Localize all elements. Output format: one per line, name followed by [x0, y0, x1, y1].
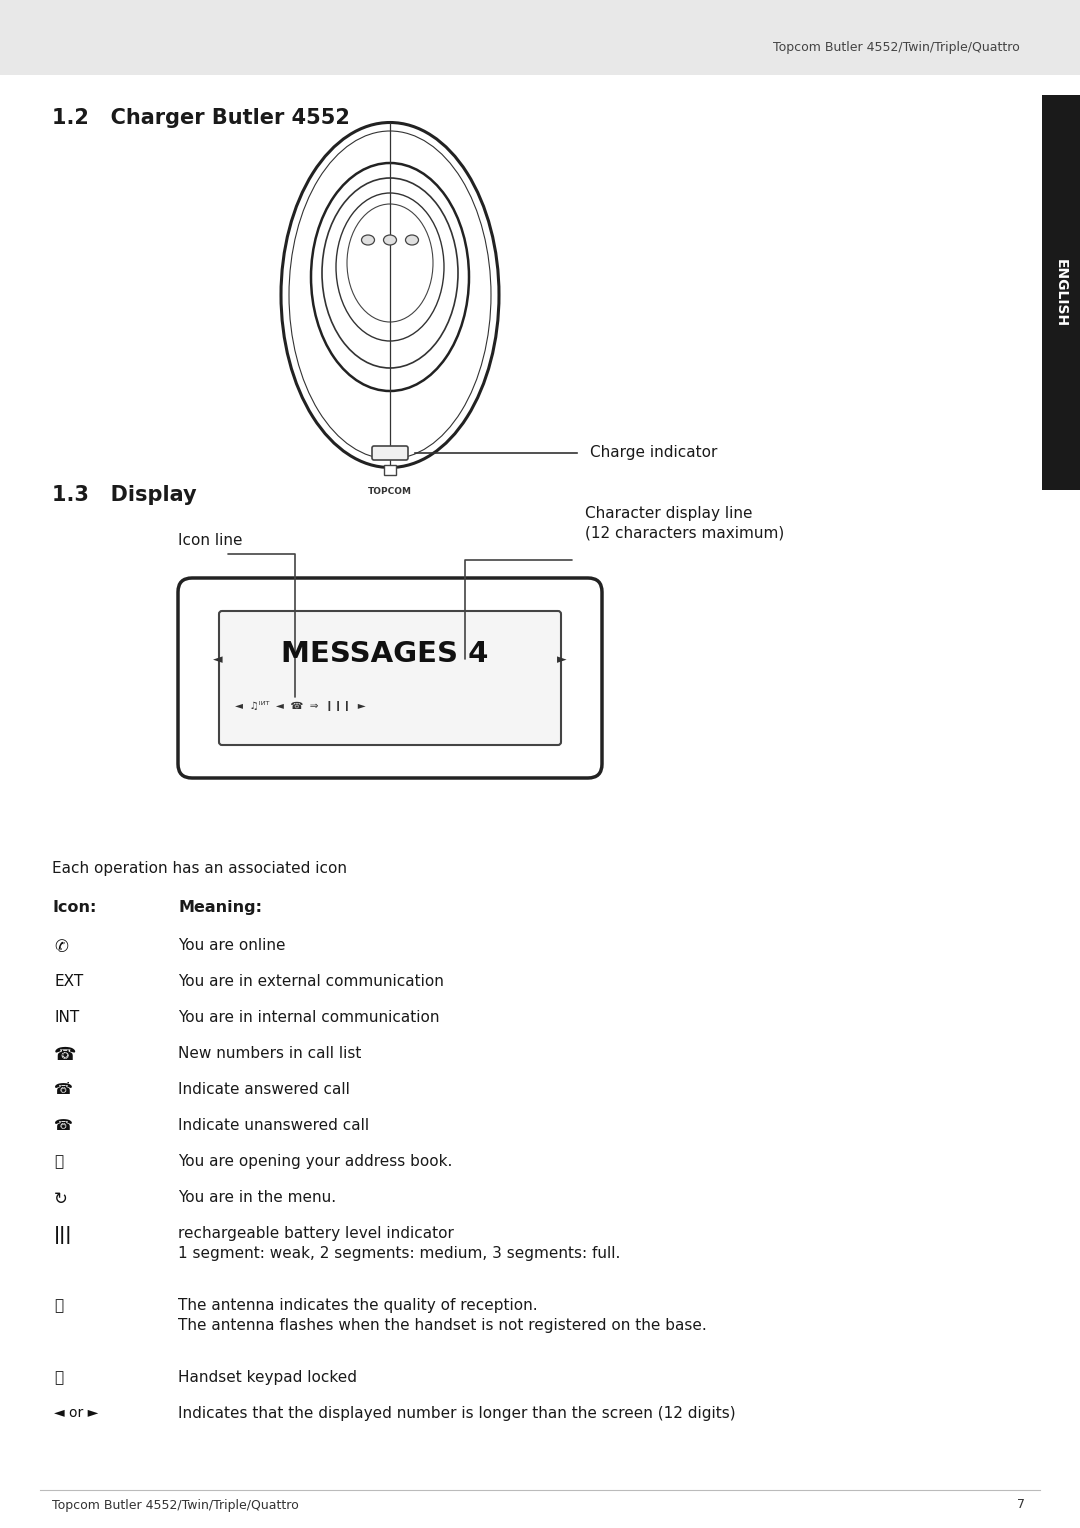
Text: You are online: You are online	[178, 938, 285, 953]
Ellipse shape	[362, 235, 375, 244]
Text: 1.2   Charger Butler 4552: 1.2 Charger Butler 4552	[52, 108, 350, 128]
FancyBboxPatch shape	[178, 578, 602, 778]
Text: The antenna indicates the quality of reception.
The antenna flashes when the han: The antenna indicates the quality of rec…	[178, 1297, 706, 1332]
Text: Meaning:: Meaning:	[178, 900, 262, 915]
Ellipse shape	[383, 235, 396, 244]
Text: Charge indicator: Charge indicator	[590, 446, 717, 460]
Text: 7: 7	[1017, 1499, 1025, 1511]
Text: ◄ or ►: ◄ or ►	[54, 1406, 98, 1420]
Text: Icon:: Icon:	[52, 900, 96, 915]
Bar	[1042, 95, 1080, 490]
Text: Topcom Butler 4552/Twin/Triple/Quattro: Topcom Butler 4552/Twin/Triple/Quattro	[52, 1499, 299, 1511]
Text: ☎̇: ☎̇	[54, 1082, 73, 1097]
Text: You are in the menu.: You are in the menu.	[178, 1190, 336, 1204]
Bar	[384, 465, 396, 475]
Text: Icon line: Icon line	[178, 533, 242, 549]
Text: 📶: 📶	[54, 1297, 63, 1313]
FancyBboxPatch shape	[219, 611, 561, 746]
Text: ☎: ☎	[54, 1045, 77, 1063]
Text: You are in external communication: You are in external communication	[178, 973, 444, 989]
Text: You are in internal communication: You are in internal communication	[178, 1010, 440, 1025]
Text: Indicate answered call: Indicate answered call	[178, 1082, 350, 1097]
Text: ENGLISH: ENGLISH	[1054, 258, 1068, 327]
Text: Each operation has an associated icon: Each operation has an associated icon	[52, 860, 347, 876]
Text: Character display line
(12 characters maximum): Character display line (12 characters ma…	[585, 506, 784, 539]
Text: ◄: ◄	[213, 654, 222, 666]
Text: |||: |||	[54, 1225, 72, 1244]
Text: INT: INT	[54, 1010, 79, 1025]
Text: Indicates that the displayed number is longer than the screen (12 digits): Indicates that the displayed number is l…	[178, 1406, 735, 1421]
Text: rechargeable battery level indicator
1 segment: weak, 2 segments: medium, 3 segm: rechargeable battery level indicator 1 s…	[178, 1225, 620, 1261]
Text: EXT: EXT	[54, 973, 83, 989]
Text: New numbers in call list: New numbers in call list	[178, 1045, 362, 1060]
FancyBboxPatch shape	[372, 446, 408, 460]
Bar	[0, 0, 1080, 75]
Ellipse shape	[281, 122, 499, 468]
Text: MESSAGES 4: MESSAGES 4	[281, 640, 488, 668]
Text: ►: ►	[557, 654, 567, 666]
Text: 🔒: 🔒	[54, 1369, 63, 1384]
Text: Topcom Butler 4552/Twin/Triple/Quattro: Topcom Butler 4552/Twin/Triple/Quattro	[773, 41, 1020, 55]
Text: ◄  ♫ᴵᴻᵀ  ◄  ☎  ⇒  ❙❙❙  ►: ◄ ♫ᴵᴻᵀ ◄ ☎ ⇒ ❙❙❙ ►	[235, 701, 366, 711]
Text: Handset keypad locked: Handset keypad locked	[178, 1369, 357, 1384]
Text: Indicate unanswered call: Indicate unanswered call	[178, 1118, 369, 1132]
Text: 📖: 📖	[54, 1154, 63, 1169]
Text: ✆: ✆	[54, 938, 68, 957]
Text: 1.3   Display: 1.3 Display	[52, 484, 197, 504]
Text: TOPCOM: TOPCOM	[368, 487, 411, 497]
Text: ↻: ↻	[54, 1190, 68, 1207]
Text: You are opening your address book.: You are opening your address book.	[178, 1154, 453, 1169]
Ellipse shape	[405, 235, 419, 244]
Text: ☎: ☎	[54, 1118, 73, 1132]
